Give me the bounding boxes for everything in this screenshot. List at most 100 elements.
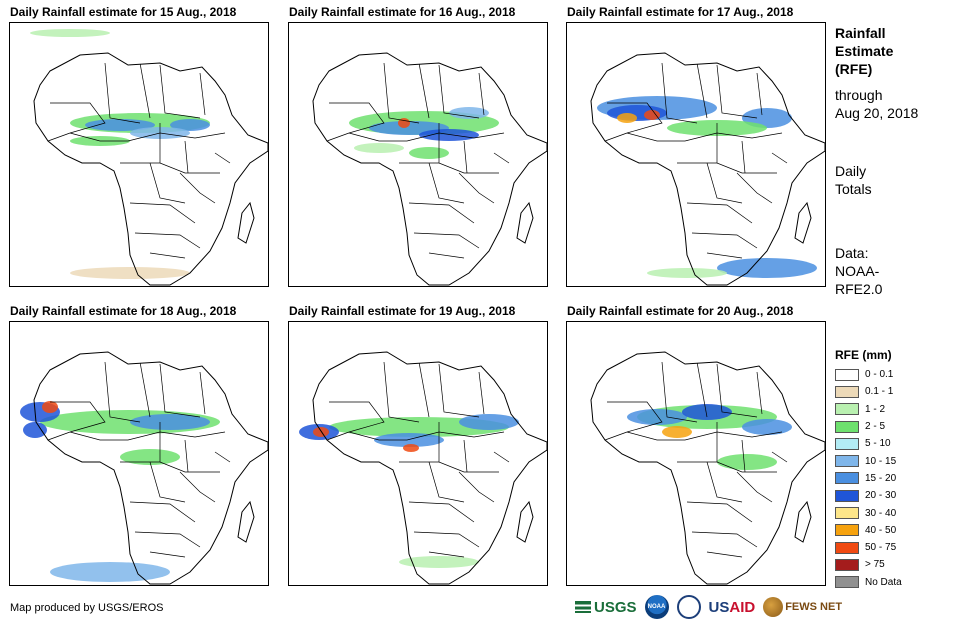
rainfall-patch	[398, 118, 410, 128]
country-border	[677, 461, 777, 473]
country-border	[159, 363, 201, 418]
rainfall-patch	[717, 454, 777, 470]
rainfall-patch	[459, 414, 519, 430]
legend-item: 5 - 10	[835, 435, 902, 452]
through-line: through	[835, 87, 883, 103]
country-border	[50, 401, 106, 433]
country-border	[771, 451, 788, 463]
country-border	[706, 252, 743, 259]
through-line: Aug 20, 2018	[835, 105, 919, 121]
country-border	[399, 162, 499, 174]
rainfall-patch	[313, 427, 329, 437]
africa-outline	[312, 52, 547, 286]
country-border	[458, 471, 495, 503]
legend-swatch	[835, 437, 859, 450]
country-border	[383, 361, 420, 423]
legend-label: 30 - 40	[865, 507, 897, 519]
africa-map	[590, 351, 825, 585]
legend-item: 1 - 2	[835, 401, 902, 418]
country-border	[348, 431, 505, 441]
panel-title-3: Daily Rainfall estimate for 17 Aug., 201…	[567, 5, 794, 19]
country-border	[199, 72, 206, 116]
rainfall-patch	[42, 401, 58, 413]
africa-outline	[33, 351, 268, 585]
country-border	[184, 439, 189, 473]
rainfall-patch	[50, 562, 170, 582]
panel-title-1: Daily Rainfall estimate for 15 Aug., 201…	[10, 5, 237, 19]
africa-map	[20, 351, 268, 585]
usaid-logo: USAID	[709, 599, 756, 616]
panel-title-5: Daily Rainfall estimate for 19 Aug., 201…	[289, 304, 516, 318]
country-border	[741, 140, 746, 174]
country-border	[478, 72, 485, 116]
legend-swatch	[835, 472, 859, 485]
credit-text: Map produced by USGS/EROS	[10, 602, 164, 614]
rainfall-layer	[597, 96, 817, 278]
country-border	[478, 371, 485, 415]
rainfall-patch	[647, 268, 727, 278]
logo-strip: USGS NOAA USAID FEWS NET	[575, 593, 842, 621]
country-border	[120, 461, 220, 473]
country-border	[677, 162, 777, 174]
rainfall-patch	[717, 258, 817, 278]
country-border	[716, 363, 758, 418]
usgs-logo-text: USGS	[594, 598, 637, 616]
legend-item: 2 - 5	[835, 418, 902, 435]
country-border	[326, 132, 350, 142]
legend-label: > 75	[865, 559, 885, 571]
legend-label: 0 - 0.1	[865, 369, 894, 381]
africa-map	[30, 29, 268, 286]
country-border	[47, 431, 71, 441]
country-border	[329, 102, 385, 134]
rainfall-patch	[23, 422, 47, 438]
country-border	[493, 451, 510, 463]
africa-outline	[590, 52, 825, 286]
legend-label: No Data	[865, 576, 902, 588]
country-border	[771, 152, 788, 164]
legend-swatch	[835, 558, 859, 571]
country-border	[741, 439, 746, 473]
country-border	[129, 202, 196, 224]
panel-title-6: Daily Rainfall estimate for 20 Aug., 201…	[567, 304, 794, 318]
country-border	[47, 132, 71, 142]
rainfall-patch	[449, 107, 489, 119]
legend-item: 40 - 50	[835, 522, 902, 539]
country-border	[199, 371, 206, 415]
country-border	[607, 401, 663, 433]
legend-swatch	[835, 403, 859, 416]
country-border	[428, 252, 465, 259]
legend-label: 50 - 75	[865, 542, 897, 554]
country-border	[428, 461, 465, 503]
madagascar-outline	[237, 500, 255, 543]
country-border	[184, 140, 189, 174]
rainfall-layer	[349, 107, 499, 159]
legend-item: 0.1 - 1	[835, 383, 902, 400]
fews-globe-icon	[763, 597, 784, 617]
legend-item: > 75	[835, 556, 902, 573]
country-border	[626, 132, 783, 142]
africa-outline	[590, 351, 825, 585]
rainfall-layer	[299, 414, 519, 568]
country-border	[604, 431, 628, 441]
totals-line: Totals	[835, 181, 872, 197]
rainfall-patch	[403, 444, 419, 452]
country-border	[69, 132, 226, 142]
country-border	[69, 431, 226, 441]
country-border	[408, 501, 475, 523]
map-panel-18-aug	[9, 321, 269, 586]
country-border	[661, 361, 698, 423]
country-border	[736, 172, 773, 204]
rainfall-patch	[85, 119, 155, 131]
country-border	[179, 471, 216, 503]
country-border	[408, 202, 475, 224]
country-border	[104, 361, 141, 423]
legend-title: RFE (mm)	[835, 348, 892, 362]
map-panel-15-aug	[9, 22, 269, 287]
country-border	[463, 140, 468, 174]
country-border	[399, 461, 499, 473]
rainfall-patch	[742, 419, 792, 435]
madagascar-outline	[516, 201, 534, 244]
rainfall-patch	[374, 433, 444, 447]
map-panel-17-aug	[566, 22, 826, 287]
legend-item: 30 - 40	[835, 504, 902, 521]
